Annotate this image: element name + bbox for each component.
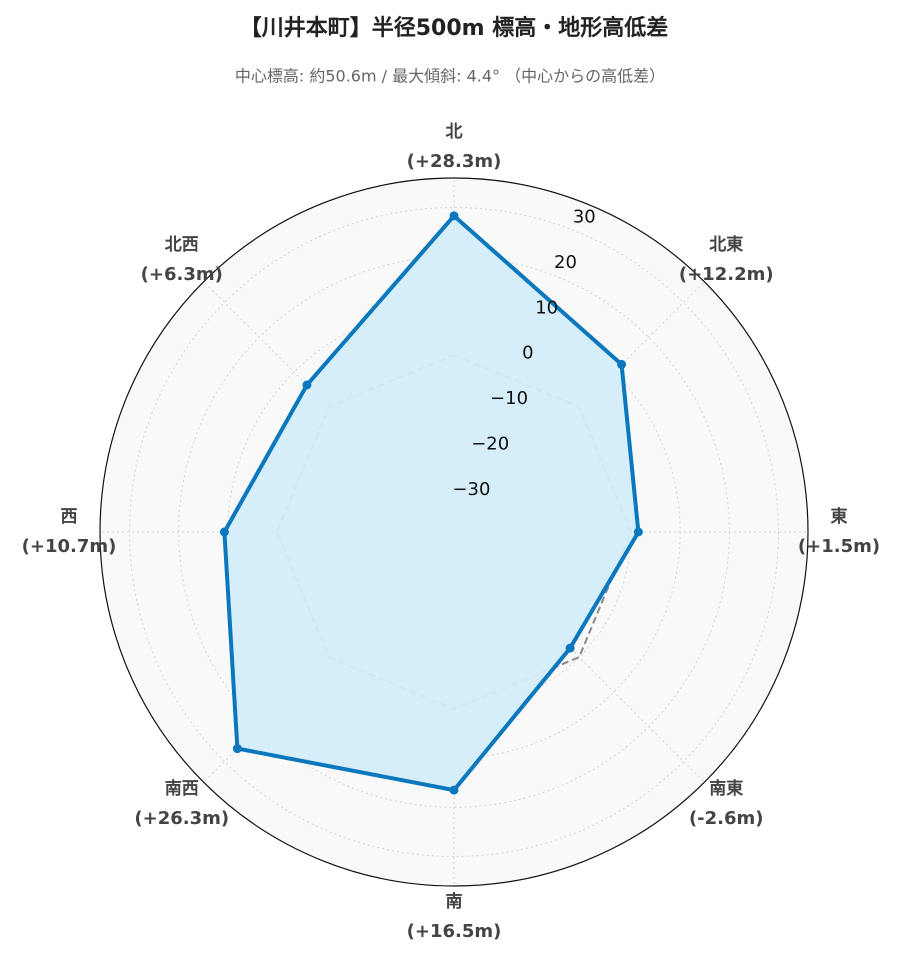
spoke	[453, 531, 705, 783]
plot: −30 −20 −10 0 10 20 30 北 (+28.3m) 北東 (+12.2m) 東 (+1.…	[22, 122, 880, 942]
value-label: (+10.7m)	[22, 536, 117, 557]
value-label: (+1.5m)	[798, 536, 880, 557]
value-label: (+28.3m)	[407, 151, 502, 172]
grid-circle	[129, 207, 779, 857]
chart-title: 【川井本町】半径500m 標高・地形高低差	[240, 15, 669, 41]
data-point	[617, 359, 627, 369]
value-label: (+26.3m)	[134, 808, 229, 829]
category-label: 西	[61, 507, 78, 527]
data-point	[633, 527, 643, 537]
value-label: (-2.6m)	[689, 808, 764, 829]
data-point	[232, 744, 242, 754]
category-label: 東	[831, 506, 848, 527]
data-point	[219, 527, 229, 537]
r-tick-label: 0	[522, 343, 533, 364]
category-label: 北	[446, 122, 463, 142]
data-point	[565, 643, 575, 653]
data-point	[302, 380, 312, 390]
r-tick-label: −10	[490, 388, 528, 409]
data-point	[449, 785, 459, 795]
r-tick-label: 20	[554, 252, 577, 273]
value-label: (+12.2m)	[679, 264, 774, 285]
r-tick-label: −30	[452, 479, 490, 500]
value-label: (+6.3m)	[141, 264, 223, 285]
category-label: 南東	[709, 778, 743, 799]
r-tick-label: 30	[573, 206, 596, 227]
category-label: 北東	[709, 234, 743, 255]
value-label: (+16.5m)	[407, 921, 502, 942]
r-tick-label: −20	[471, 434, 509, 455]
category-label: 北西	[165, 235, 199, 255]
category-label: 南西	[165, 778, 199, 799]
category-label: 南	[446, 891, 463, 912]
data-point	[449, 211, 459, 221]
r-tick-label: 10	[535, 297, 558, 318]
plot-border	[99, 177, 809, 887]
chart-subtitle: 中心標高: 約50.6m / 最大傾斜: 4.4° （中心からの高低差）	[235, 67, 665, 86]
